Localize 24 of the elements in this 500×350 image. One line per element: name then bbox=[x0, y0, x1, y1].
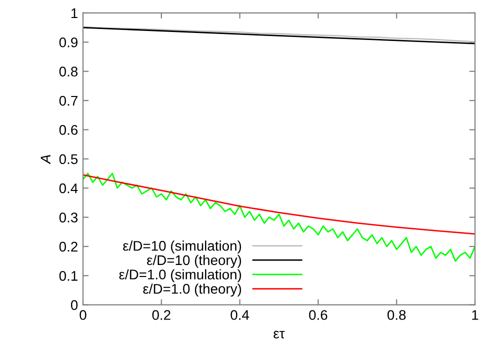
y-tick-label: 0.2 bbox=[59, 242, 78, 252]
legend-label: ε/D=1.0 (simulation) bbox=[119, 269, 242, 282]
y-tick-label: 0.6 bbox=[59, 125, 78, 135]
x-tick-label: 0.4 bbox=[230, 310, 250, 320]
legend-label: ε/D=1.0 (theory) bbox=[143, 284, 242, 297]
legend-label: ε/D=10 (simulation) bbox=[123, 240, 242, 254]
y-axis-title: A bbox=[40, 155, 50, 164]
x-tick-label: 0.2 bbox=[152, 310, 170, 320]
y-tick-label: 1 bbox=[71, 8, 78, 18]
y-tick-label: 0.9 bbox=[59, 37, 78, 48]
y-tick-label: 0.8 bbox=[59, 66, 78, 76]
y-tick-label: 0.7 bbox=[59, 96, 78, 106]
x-tick-label: 0 bbox=[80, 310, 86, 320]
y-tick-label: 0.1 bbox=[59, 270, 78, 281]
line-series bbox=[83, 174, 475, 235]
y-tick-label: 0.5 bbox=[59, 154, 78, 164]
y-tick-label: 0.3 bbox=[59, 212, 78, 222]
x-tick-label: 1 bbox=[472, 310, 478, 320]
y-tick-label: 0 bbox=[70, 300, 78, 310]
legend-label: ε/D=10 (theory) bbox=[147, 254, 242, 268]
x-tick-label: 0.8 bbox=[387, 310, 406, 320]
y-tick-label: 0.4 bbox=[59, 183, 78, 194]
x-tick-label: 0.6 bbox=[309, 310, 328, 320]
x-axis-title: ετ bbox=[274, 330, 285, 338]
